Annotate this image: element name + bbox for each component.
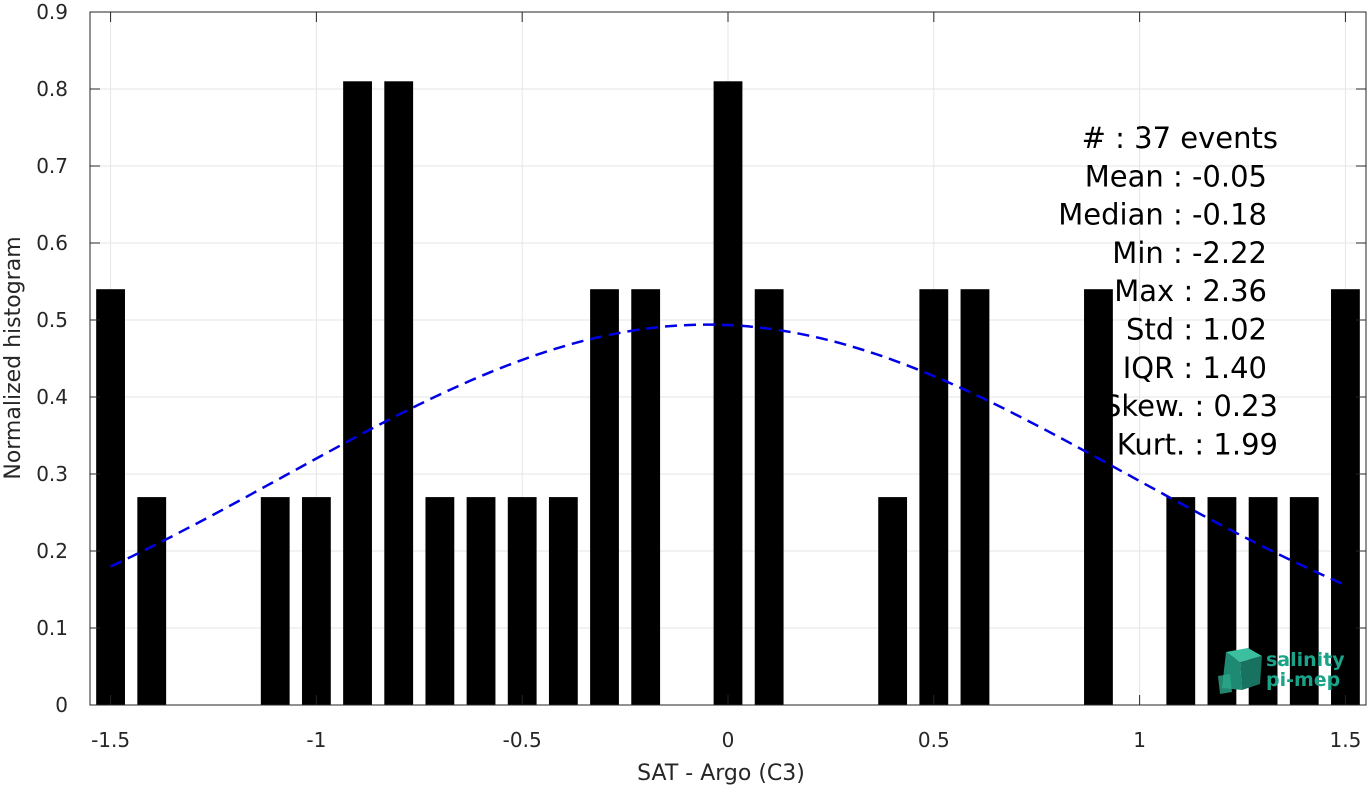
y-tick-label: 0.7	[36, 154, 68, 178]
y-tick-label: 0.3	[36, 462, 68, 486]
y-tick-label: 0.5	[36, 308, 68, 332]
stats-line: Median : -0.18	[1058, 198, 1267, 232]
histogram-bar	[713, 81, 743, 706]
stats-line: Min : -2.22	[1112, 236, 1267, 270]
x-tick-label: 0	[722, 728, 735, 752]
gaussian-fit-curve	[110, 323, 1346, 587]
histogram-bar	[507, 497, 537, 705]
x-tick-labels: -1.5 -1 -0.5 0 0.5 1 1.5	[91, 728, 1361, 752]
axes	[89, 11, 1367, 706]
stats-line: Std : 1.02	[1126, 313, 1267, 347]
histogram-bar	[96, 289, 125, 705]
stats-line: # : 37 events	[1082, 121, 1278, 155]
x-tick-label: -0.5	[503, 728, 542, 752]
histogram-bar	[1331, 289, 1360, 705]
histogram-bar	[1084, 289, 1113, 705]
gaussian-fit	[110, 323, 1346, 587]
stats-line: Skew. : 0.23	[1103, 389, 1278, 423]
histogram-bar	[1289, 497, 1319, 705]
x-tick-label: 1	[1133, 728, 1146, 752]
cube-logo-icon	[1218, 648, 1262, 694]
x-axis-label: SAT - Argo (C3)	[637, 761, 805, 786]
logo-line-1: salinity	[1266, 649, 1345, 671]
y-tick-label: 0.4	[36, 385, 68, 409]
histogram-bar	[384, 81, 414, 706]
histogram-bar	[590, 289, 619, 705]
histogram-bar	[754, 289, 784, 705]
histogram-bar	[1166, 497, 1196, 705]
y-tick-label: 0.6	[36, 231, 68, 255]
histogram-bar	[631, 289, 661, 705]
histogram-bar	[960, 289, 990, 705]
histogram-bar	[919, 289, 949, 705]
salinity-pimep-logo: salinity pi-mep	[1218, 648, 1345, 694]
x-tick-label: 0.5	[918, 728, 950, 752]
y-tick-label: 0	[55, 693, 68, 717]
histogram-bar	[301, 497, 331, 705]
histogram-bar	[137, 497, 167, 705]
y-tick-labels: 0 0.1 0.2 0.3 0.4 0.5 0.6 0.7 0.8 0.9	[36, 0, 68, 717]
histogram-bar	[466, 497, 496, 705]
stats-line: Kurt. : 1.99	[1117, 427, 1278, 461]
histogram-bar	[878, 497, 908, 705]
stats-line: Max : 2.36	[1114, 274, 1267, 308]
histogram-bar	[548, 497, 578, 705]
y-tick-label: 0.2	[36, 539, 68, 563]
stats-box: # : 37 events Mean : -0.05 Median : -0.18 M…	[1058, 121, 1278, 461]
histogram-bar	[260, 497, 290, 705]
x-tick-label: 1.5	[1330, 728, 1362, 752]
x-tick-label: -1	[306, 728, 326, 752]
y-tick-label: 0.1	[36, 616, 68, 640]
y-tick-label: 0.9	[36, 0, 68, 24]
histogram-bar	[343, 81, 372, 706]
y-tick-label: 0.8	[36, 77, 68, 101]
bars	[96, 81, 1360, 706]
logo-line-2: pi-mep	[1266, 669, 1340, 691]
histogram-bar	[425, 497, 455, 705]
x-tick-label: -1.5	[91, 728, 130, 752]
stats-line: Mean : -0.05	[1085, 159, 1267, 193]
stats-line: IQR : 1.40	[1123, 351, 1267, 385]
y-axis-label: Normalized histogram	[1, 236, 26, 479]
